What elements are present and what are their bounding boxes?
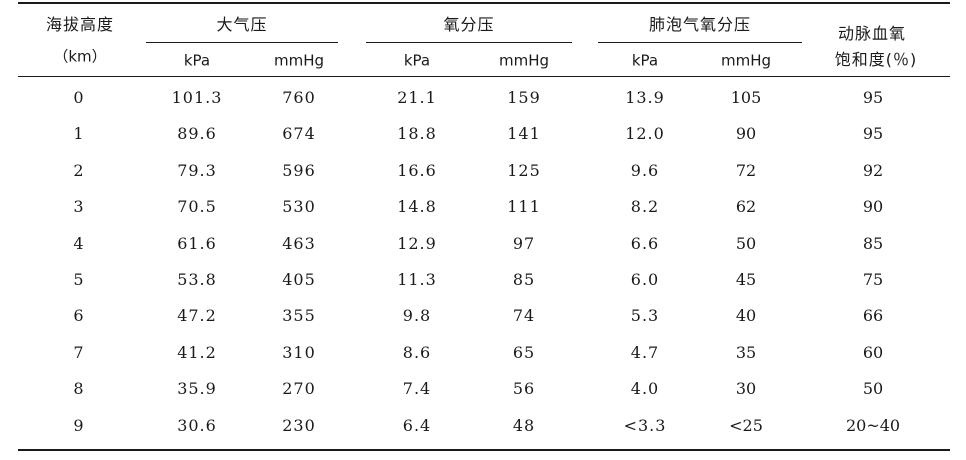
cell-atm-mmhg: 355 — [282, 306, 316, 326]
cell-o2-kpa: 7.4 — [402, 379, 432, 399]
cell-o2-mmhg: 125 — [507, 160, 541, 180]
cell-atm-kpa: 30.6 — [177, 415, 217, 435]
cell-atm-kpa: 41.2 — [177, 342, 217, 362]
cell-atm-kpa: 70.5 — [177, 197, 217, 217]
header-group-alveolar: 肺泡气氧分压 — [648, 15, 752, 34]
header-unit-atm-mmhg: mmHg — [273, 51, 325, 70]
cell-alv-kpa: 8.2 — [630, 197, 660, 217]
cell-o2-mmhg: 56 — [512, 379, 536, 399]
cell-o2-kpa: 9.8 — [402, 306, 432, 326]
cell-atm-mmhg: 760 — [282, 88, 316, 107]
cell-atm-kpa: 79.3 — [177, 160, 217, 180]
header-unit-o2-kpa: kPa — [403, 51, 431, 70]
header-altitude: 海拔高度 — [45, 15, 115, 34]
cell-o2-kpa: 18.8 — [397, 124, 437, 144]
cell-sat: 50 — [862, 379, 884, 399]
table-header-rule — [18, 76, 950, 77]
cell-alv-kpa: 9.6 — [630, 160, 660, 180]
cell-alv-kpa: <3.3 — [623, 415, 667, 435]
cell-altitude: 6 — [73, 306, 85, 326]
cell-o2-mmhg: 65 — [512, 342, 536, 362]
cell-sat: 20~40 — [845, 415, 901, 435]
cell-sat: 90 — [862, 197, 884, 217]
cell-o2-kpa: 6.4 — [402, 415, 432, 435]
table-top-rule — [18, 2, 950, 4]
cell-atm-mmhg: 405 — [282, 270, 316, 289]
cell-alv-mmhg: 30 — [735, 379, 757, 399]
header-altitude-unit: （km） — [53, 47, 107, 66]
cell-sat: 95 — [862, 124, 884, 144]
cell-o2-mmhg: 111 — [507, 197, 541, 217]
cell-atm-kpa: 61.6 — [177, 233, 217, 253]
cell-altitude: 0 — [73, 88, 85, 107]
group-underline-o2 — [366, 42, 572, 43]
cell-sat: 75 — [862, 270, 884, 289]
cell-sat: 66 — [862, 306, 884, 326]
cell-atm-mmhg: 463 — [282, 233, 316, 253]
cell-altitude: 3 — [73, 197, 85, 217]
cell-atm-mmhg: 270 — [282, 379, 316, 399]
cell-atm-mmhg: 230 — [282, 415, 316, 435]
cell-atm-mmhg: 674 — [282, 124, 316, 144]
cell-alv-kpa: 13.9 — [625, 88, 665, 107]
cell-altitude: 1 — [73, 124, 85, 144]
cell-alv-mmhg: <25 — [729, 415, 763, 435]
cell-alv-mmhg: 40 — [735, 306, 757, 326]
group-underline-alveolar — [598, 42, 802, 43]
cell-o2-kpa: 14.8 — [397, 197, 437, 217]
cell-alv-kpa: 6.6 — [630, 233, 660, 253]
cell-o2-mmhg: 159 — [507, 88, 541, 107]
cell-atm-kpa: 35.9 — [177, 379, 217, 399]
header-unit-o2-mmhg: mmHg — [498, 51, 550, 70]
cell-altitude: 8 — [73, 379, 85, 399]
cell-altitude: 2 — [73, 160, 85, 180]
cell-alv-mmhg: 35 — [735, 342, 757, 362]
cell-altitude: 9 — [73, 415, 85, 435]
header-unit-alveolar-kpa: kPa — [631, 51, 659, 70]
cell-alv-mmhg: 90 — [735, 124, 757, 144]
group-underline-atm — [146, 42, 338, 43]
cell-o2-kpa: 11.3 — [397, 270, 437, 289]
cell-o2-kpa: 16.6 — [397, 160, 437, 180]
cell-sat: 95 — [862, 88, 884, 107]
cell-altitude: 5 — [73, 270, 85, 289]
cell-altitude: 4 — [73, 233, 85, 253]
header-unit-atm-kpa: kPa — [183, 51, 211, 70]
cell-o2-mmhg: 141 — [507, 124, 541, 144]
cell-o2-kpa: 21.1 — [397, 88, 437, 107]
header-unit-alveolar-mmhg: mmHg — [720, 51, 772, 70]
table-bottom-rule — [18, 449, 950, 451]
cell-sat: 85 — [862, 233, 884, 253]
cell-altitude: 7 — [73, 342, 85, 362]
cell-sat: 60 — [862, 342, 884, 362]
header-saturation-unit: 饱和度(％) — [834, 50, 918, 69]
cell-sat: 92 — [862, 160, 884, 180]
cell-atm-kpa: 89.6 — [177, 124, 217, 144]
cell-alv-kpa: 6.0 — [630, 270, 660, 289]
cell-alv-mmhg: 72 — [735, 160, 757, 180]
cell-o2-kpa: 12.9 — [397, 233, 437, 253]
cell-o2-kpa: 8.6 — [402, 342, 432, 362]
cell-o2-mmhg: 74 — [512, 306, 536, 326]
cell-alv-kpa: 5.3 — [630, 306, 660, 326]
cell-o2-mmhg: 97 — [512, 233, 536, 253]
cell-alv-kpa: 4.7 — [630, 342, 660, 362]
cell-alv-kpa: 4.0 — [630, 379, 660, 399]
cell-alv-kpa: 12.0 — [625, 124, 665, 144]
cell-alv-mmhg: 45 — [735, 270, 757, 289]
cell-alv-mmhg: 50 — [735, 233, 757, 253]
cell-atm-kpa: 47.2 — [177, 306, 217, 326]
header-group-o2: 氧分压 — [443, 15, 495, 34]
cell-alv-mmhg: 62 — [735, 197, 757, 217]
cell-alv-mmhg: 105 — [730, 88, 762, 107]
cell-atm-mmhg: 596 — [282, 160, 316, 180]
header-saturation: 动脉血氧 — [837, 24, 907, 43]
cell-atm-mmhg: 530 — [282, 197, 316, 217]
cell-atm-kpa: 53.8 — [177, 270, 217, 289]
header-group-atm: 大气压 — [216, 15, 268, 34]
cell-atm-mmhg: 310 — [282, 342, 316, 362]
cell-o2-mmhg: 48 — [512, 415, 536, 435]
cell-atm-kpa: 101.3 — [171, 88, 223, 107]
cell-o2-mmhg: 85 — [512, 270, 536, 289]
